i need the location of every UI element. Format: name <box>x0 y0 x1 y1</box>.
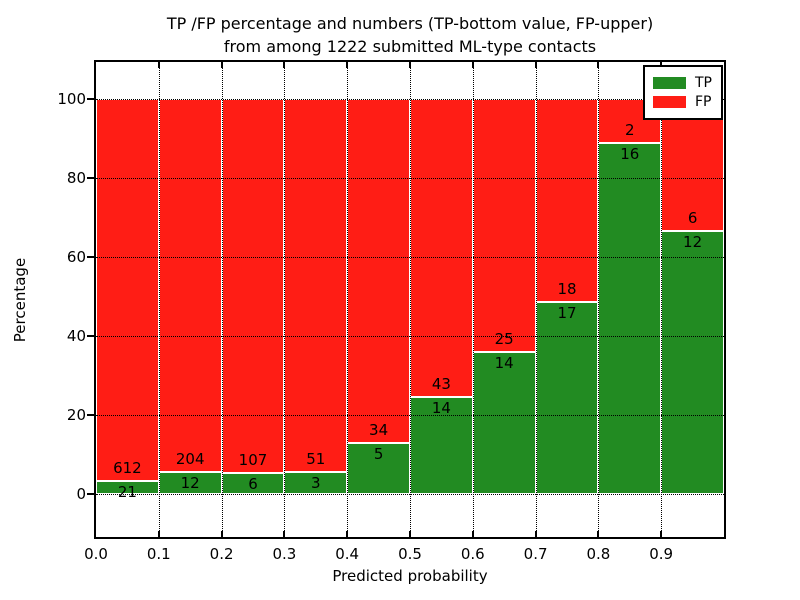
x-tick-label: 0.7 <box>523 545 548 563</box>
gridline-vertical <box>347 62 349 537</box>
x-tick-mark-bottom <box>534 531 537 537</box>
bar-segment-fp <box>284 99 348 473</box>
legend-patch-tp <box>653 77 686 89</box>
bar-segment-tp <box>661 230 724 494</box>
bar-label-tp: 5 <box>373 445 384 464</box>
chart-title: TP /FP percentage and numbers (TP-bottom… <box>96 12 724 58</box>
y-axis-label: Percentage <box>11 257 29 343</box>
bar-segment-fp <box>535 99 599 303</box>
x-tick-mark-top <box>157 62 160 68</box>
x-tick-label: 0.6 <box>460 545 485 563</box>
x-tick-label: 0.5 <box>398 545 422 563</box>
bar-label-tp: 17 <box>557 304 577 323</box>
bar-label-fp: 34 <box>369 421 389 440</box>
x-tick-label: 0.0 <box>84 545 108 563</box>
legend: TP FP <box>643 65 723 120</box>
x-tick-label: 0.9 <box>649 545 674 563</box>
bar-segment-tp <box>472 352 536 494</box>
plot-canvas: 612 21 204 12 107 6 51 3 34 5 43 14 25 14 18 17 2 16 6 12 0 2… <box>57 62 724 563</box>
gridline-vertical <box>410 62 411 537</box>
legend-label: FP <box>695 94 712 110</box>
bar-label-tp: 12 <box>683 232 703 251</box>
gridline-vertical <box>221 62 223 537</box>
x-tick-mark-bottom <box>283 531 286 537</box>
chart-title-line1: TP /FP percentage and numbers (TP-bottom… <box>166 14 654 33</box>
bar-segment-tp <box>598 143 662 494</box>
y-tick-label: 60 <box>66 248 86 267</box>
gridline-vertical <box>661 62 663 537</box>
bar-segment-fp <box>221 99 285 474</box>
x-tick-label: 0.3 <box>272 545 297 563</box>
x-tick-mark-top <box>534 62 537 68</box>
y-tick-label: 0 <box>76 484 86 503</box>
y-tick-label: 40 <box>66 327 86 346</box>
x-tick-mark-top <box>597 62 600 68</box>
y-tick-label: 20 <box>66 406 86 425</box>
bar-label-fp: 25 <box>494 330 514 349</box>
bar-label-tp: 14 <box>494 354 514 373</box>
gridline-vertical <box>158 62 160 537</box>
bar-label-tp: 16 <box>620 145 640 164</box>
bar-label-fp: 2 <box>625 121 635 140</box>
bar-label-tp: 3 <box>311 474 321 493</box>
bar-label-fp: 612 <box>113 458 142 477</box>
y-tick-mark <box>87 335 94 338</box>
x-tick-mark-top <box>471 62 474 68</box>
x-tick-mark-bottom <box>409 531 411 537</box>
legend-item: TP <box>653 75 712 91</box>
legend-patch-fp <box>653 96 686 108</box>
x-tick-mark-bottom <box>220 531 223 537</box>
bar-label-tp: 14 <box>431 399 451 418</box>
chart-title-line2: from among 1222 submitted ML-type contac… <box>223 37 597 56</box>
bar-segment-tp <box>535 302 599 494</box>
bar-label-tp: 12 <box>180 474 200 493</box>
bar-segment-fp <box>347 99 410 444</box>
legend-label: TP <box>695 75 712 91</box>
gridline-vertical <box>284 62 286 537</box>
x-tick-label: 0.4 <box>335 545 360 563</box>
bar-segment-fp <box>472 99 536 353</box>
y-tick-mark <box>87 177 94 180</box>
plot-area: 612 21 204 12 107 6 51 3 34 5 43 14 25 14 18 17 2 16 6 12 0 2… <box>57 60 726 563</box>
y-tick-mark <box>87 492 94 495</box>
bar-label-fp: 51 <box>306 450 326 469</box>
x-tick-mark-top <box>346 62 349 68</box>
y-tick-label: 80 <box>66 169 86 188</box>
bar-label-fp: 43 <box>431 375 451 394</box>
gridline-vertical <box>472 62 474 537</box>
bar-segment-fp <box>96 99 159 481</box>
x-tick-mark-top <box>283 62 286 68</box>
bar-label-tp: 6 <box>248 475 258 494</box>
x-tick-mark-bottom <box>157 531 160 537</box>
bar-label-fp: 204 <box>175 450 205 469</box>
bar-label-fp: 107 <box>238 451 268 470</box>
bar-segment-tp <box>96 480 159 494</box>
x-tick-label: 0.8 <box>586 545 611 563</box>
x-tick-mark-bottom <box>346 531 349 537</box>
legend-item: FP <box>653 94 712 110</box>
x-axis-label: Predicted probability <box>332 567 488 585</box>
y-tick-mark <box>87 414 94 417</box>
bar-label-fp: 18 <box>557 280 577 299</box>
bar-segment-tp <box>347 443 410 494</box>
bar-segment-fp <box>158 99 222 473</box>
y-tick-mark <box>87 98 94 101</box>
y-tick-label: 100 <box>57 90 86 109</box>
bar-segment-fp <box>410 99 473 398</box>
x-tick-label: 0.1 <box>146 545 171 563</box>
bar-label-tp: 21 <box>117 482 137 501</box>
x-tick-mark-bottom <box>597 531 600 537</box>
x-tick-mark-bottom <box>660 531 663 537</box>
gridline-vertical <box>535 62 537 537</box>
y-tick-mark <box>87 256 94 259</box>
x-tick-mark-bottom <box>471 531 474 537</box>
x-tick-mark-top <box>220 62 223 68</box>
x-tick-label: 0.2 <box>209 545 234 563</box>
bar-segment-fp <box>661 99 724 231</box>
gridline-vertical <box>598 62 600 537</box>
x-tick-mark-top <box>409 62 411 68</box>
bar-segment-tp <box>410 397 473 494</box>
bar-label-fp: 6 <box>687 208 698 227</box>
